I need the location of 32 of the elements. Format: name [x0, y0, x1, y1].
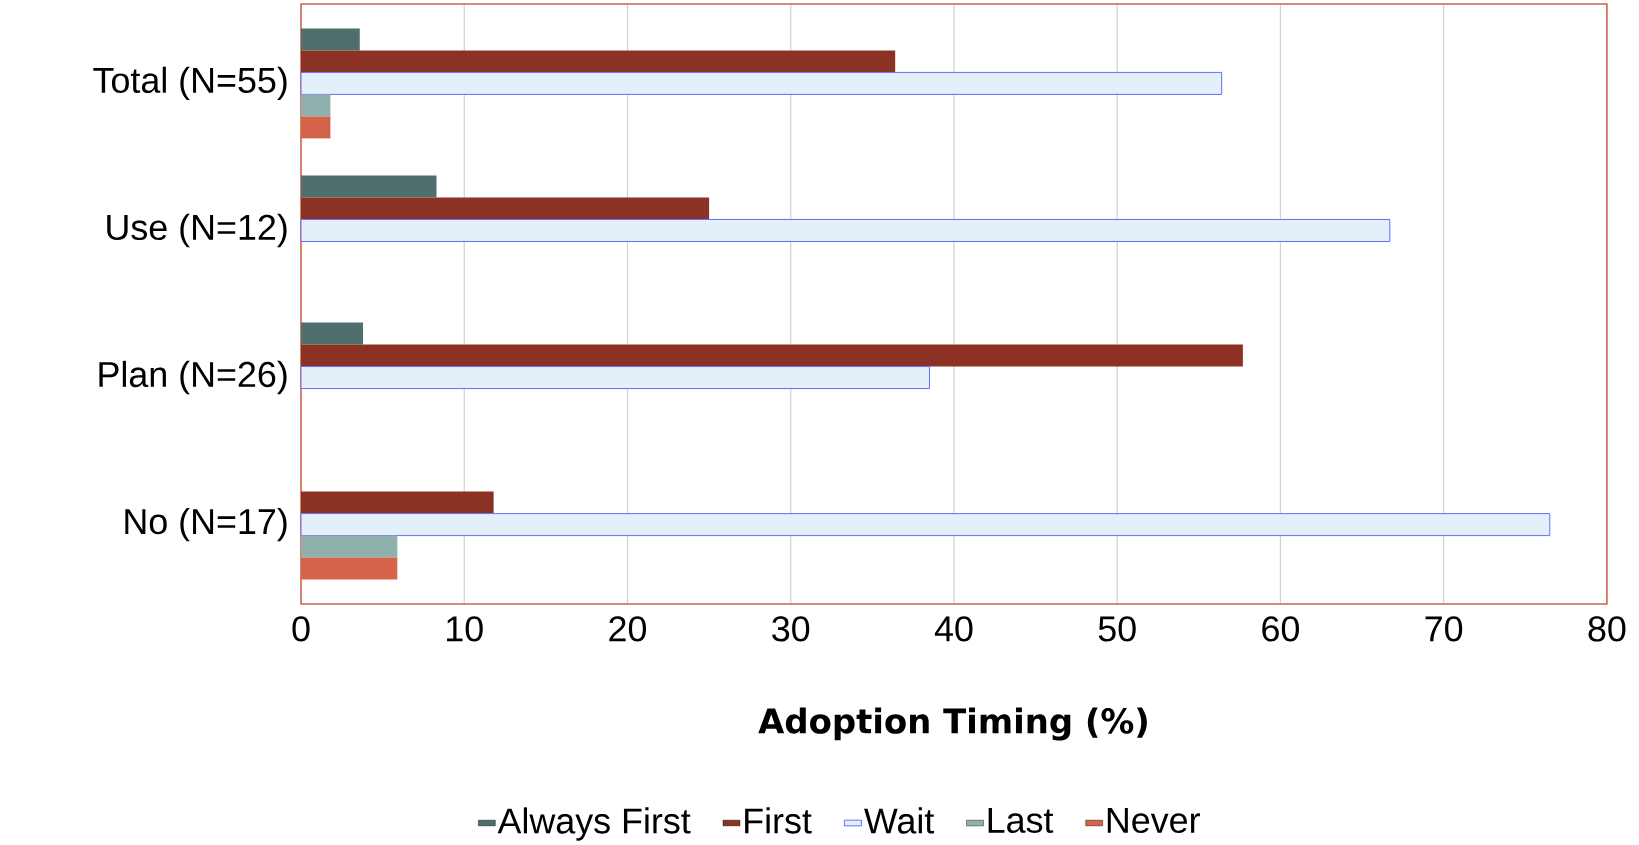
legend-label: Wait [864, 807, 935, 834]
x-tick-label: 80 [1588, 616, 1626, 642]
x-tick-label: 30 [772, 616, 810, 642]
x-tick-label: 70 [1425, 616, 1463, 642]
y-tick-label: No (N=17) [125, 507, 287, 542]
bar [301, 50, 896, 73]
x-tick-label: 40 [934, 616, 973, 642]
bar [301, 197, 710, 220]
bar [301, 535, 398, 558]
bar [301, 491, 494, 514]
y-tick-label: Plan (N=26) [99, 360, 287, 395]
bar [300, 513, 1551, 537]
x-tick-label: 0 [292, 616, 310, 642]
bar [301, 344, 1243, 367]
bar [300, 218, 1391, 242]
x-tick-label: 60 [1262, 616, 1299, 642]
legend-label: First [745, 807, 812, 834]
x-axis-title: Adoption Timing (%) [758, 707, 1147, 741]
y-tick-label: Total (N=55) [93, 66, 287, 101]
y-tick-label: Use (N=12) [107, 213, 287, 248]
bar [301, 28, 360, 51]
bar [301, 322, 364, 345]
x-tick-label: 10 [447, 616, 483, 642]
legend-label: Last [988, 807, 1054, 834]
bar [300, 71, 1223, 95]
x-tick-label: 50 [1098, 616, 1136, 642]
bar [300, 366, 930, 390]
x-tick-label: 20 [609, 616, 647, 642]
legend-label: Never [1107, 807, 1200, 834]
bar [301, 94, 331, 117]
legend-label: Always First [497, 807, 691, 841]
bar [301, 175, 437, 198]
